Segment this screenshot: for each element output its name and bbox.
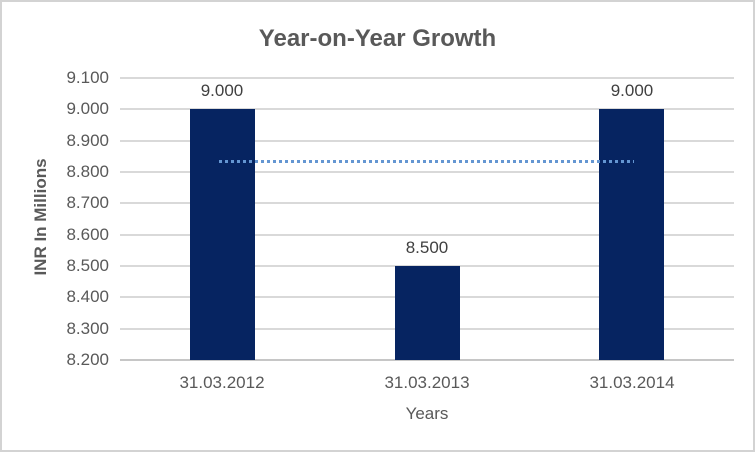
gridline <box>120 140 734 142</box>
y-tick-label: 8.200 <box>66 350 109 369</box>
gridline <box>120 77 734 79</box>
y-tick-label: 8.800 <box>66 162 109 181</box>
trendline <box>219 160 634 163</box>
x-tick-label: 31.03.2013 <box>384 373 470 392</box>
y-tick-label: 8.600 <box>66 225 109 244</box>
bar <box>395 266 460 360</box>
y-tick-label: 9.100 <box>66 68 109 87</box>
gridline <box>120 202 734 204</box>
chart-title: Year-on-Year Growth <box>258 25 497 52</box>
y-tick-label: 8.500 <box>66 256 109 275</box>
data-label: 8.500 <box>405 238 449 257</box>
x-tick-label: 31.03.2014 <box>589 373 675 392</box>
y-tick-label: 9.000 <box>66 99 109 118</box>
bar <box>190 109 255 360</box>
y-tick-label: 8.400 <box>66 287 109 306</box>
gridline <box>120 171 734 173</box>
x-axis-title: Years <box>405 404 449 423</box>
y-tick-label: 8.700 <box>66 193 109 212</box>
y-tick-label: 8.300 <box>66 319 109 338</box>
x-tick-label: 31.03.2012 <box>179 373 265 392</box>
x-axis-line <box>120 359 734 361</box>
gridline <box>120 108 734 110</box>
data-label: 9.000 <box>610 81 654 100</box>
data-label: 9.000 <box>200 81 244 100</box>
bar <box>599 109 664 360</box>
gridline <box>120 234 734 236</box>
y-tick-label: 8.900 <box>66 131 109 150</box>
